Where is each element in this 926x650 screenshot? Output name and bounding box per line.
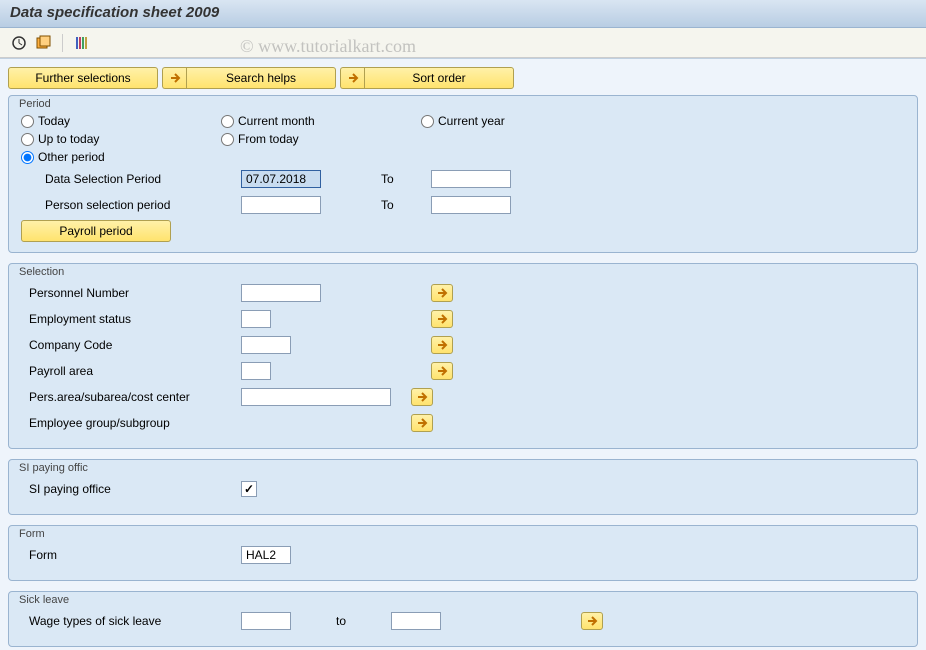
employee-group-label: Employee group/subgroup <box>21 416 241 430</box>
radio-from-today[interactable]: From today <box>221 132 361 146</box>
data-selection-from-input[interactable] <box>241 170 321 188</box>
radio-label: Up to today <box>38 132 99 146</box>
payroll-area-input[interactable] <box>241 362 271 380</box>
period-group: Period Today Current month Current year … <box>8 95 918 253</box>
content-area: Further selections Search helps Sort ord… <box>0 58 926 650</box>
variant-icon[interactable] <box>34 34 52 52</box>
search-helps-button[interactable]: Search helps <box>186 67 336 89</box>
multiple-selection-icon[interactable] <box>411 388 433 406</box>
person-selection-to-input[interactable] <box>431 196 511 214</box>
person-selection-from-input[interactable] <box>241 196 321 214</box>
multiple-selection-icon[interactable] <box>431 336 453 354</box>
data-selection-label: Data Selection Period <box>21 172 241 186</box>
multiple-selection-icon[interactable] <box>581 612 603 630</box>
page-title: Data specification sheet 2009 <box>10 4 219 21</box>
radio-label: Today <box>38 114 70 128</box>
si-label: SI paying office <box>21 482 241 496</box>
sick-legend: Sick leave <box>19 594 69 606</box>
company-code-input[interactable] <box>241 336 291 354</box>
toolbar-separator <box>62 34 63 52</box>
execute-icon[interactable] <box>10 34 28 52</box>
personnel-number-input[interactable] <box>241 284 321 302</box>
payroll-period-button[interactable]: Payroll period <box>21 220 171 242</box>
sick-leave-group: Sick leave Wage types of sick leave to <box>8 591 918 647</box>
personnel-number-label: Personnel Number <box>21 286 241 300</box>
to-label: to <box>311 614 371 628</box>
to-label: To <box>381 172 431 186</box>
action-button-row: Further selections Search helps Sort ord… <box>8 67 918 89</box>
radio-current-year[interactable]: Current year <box>421 114 561 128</box>
data-selection-to-input[interactable] <box>431 170 511 188</box>
form-input[interactable] <box>241 546 291 564</box>
si-checkbox[interactable]: ✓ <box>241 481 257 497</box>
selection-group: Selection Personnel Number Employment st… <box>8 263 918 449</box>
multiple-selection-icon[interactable] <box>431 362 453 380</box>
arrow-icon[interactable] <box>340 67 364 89</box>
selection-legend: Selection <box>19 266 64 278</box>
pers-area-input[interactable] <box>241 388 391 406</box>
multiple-selection-icon[interactable] <box>431 310 453 328</box>
radio-other-period[interactable]: Other period <box>21 150 161 164</box>
further-selections-button[interactable]: Further selections <box>8 67 158 89</box>
employment-status-input[interactable] <box>241 310 271 328</box>
sick-label: Wage types of sick leave <box>21 614 241 628</box>
list-icon[interactable] <box>73 34 91 52</box>
toolbar <box>0 28 926 58</box>
to-label: To <box>381 198 431 212</box>
radio-today[interactable]: Today <box>21 114 161 128</box>
multiple-selection-icon[interactable] <box>411 414 433 432</box>
form-legend: Form <box>19 528 45 540</box>
radio-label: Other period <box>38 150 105 164</box>
period-legend: Period <box>19 98 51 110</box>
sick-to-input[interactable] <box>391 612 441 630</box>
si-group: SI paying offic SI paying office ✓ <box>8 459 918 515</box>
multiple-selection-icon[interactable] <box>431 284 453 302</box>
radio-label: From today <box>238 132 299 146</box>
si-legend: SI paying offic <box>19 462 88 474</box>
radio-current-month[interactable]: Current month <box>221 114 361 128</box>
radio-label: Current year <box>438 114 505 128</box>
sort-order-button[interactable]: Sort order <box>364 67 514 89</box>
pers-area-label: Pers.area/subarea/cost center <box>21 390 241 404</box>
sick-from-input[interactable] <box>241 612 291 630</box>
form-label: Form <box>21 548 241 562</box>
radio-up-to-today[interactable]: Up to today <box>21 132 161 146</box>
radio-label: Current month <box>238 114 315 128</box>
form-group: Form Form <box>8 525 918 581</box>
employment-status-label: Employment status <box>21 312 241 326</box>
title-bar: Data specification sheet 2009 <box>0 0 926 28</box>
company-code-label: Company Code <box>21 338 241 352</box>
person-selection-label: Person selection period <box>21 198 241 212</box>
payroll-area-label: Payroll area <box>21 364 241 378</box>
arrow-icon[interactable] <box>162 67 186 89</box>
